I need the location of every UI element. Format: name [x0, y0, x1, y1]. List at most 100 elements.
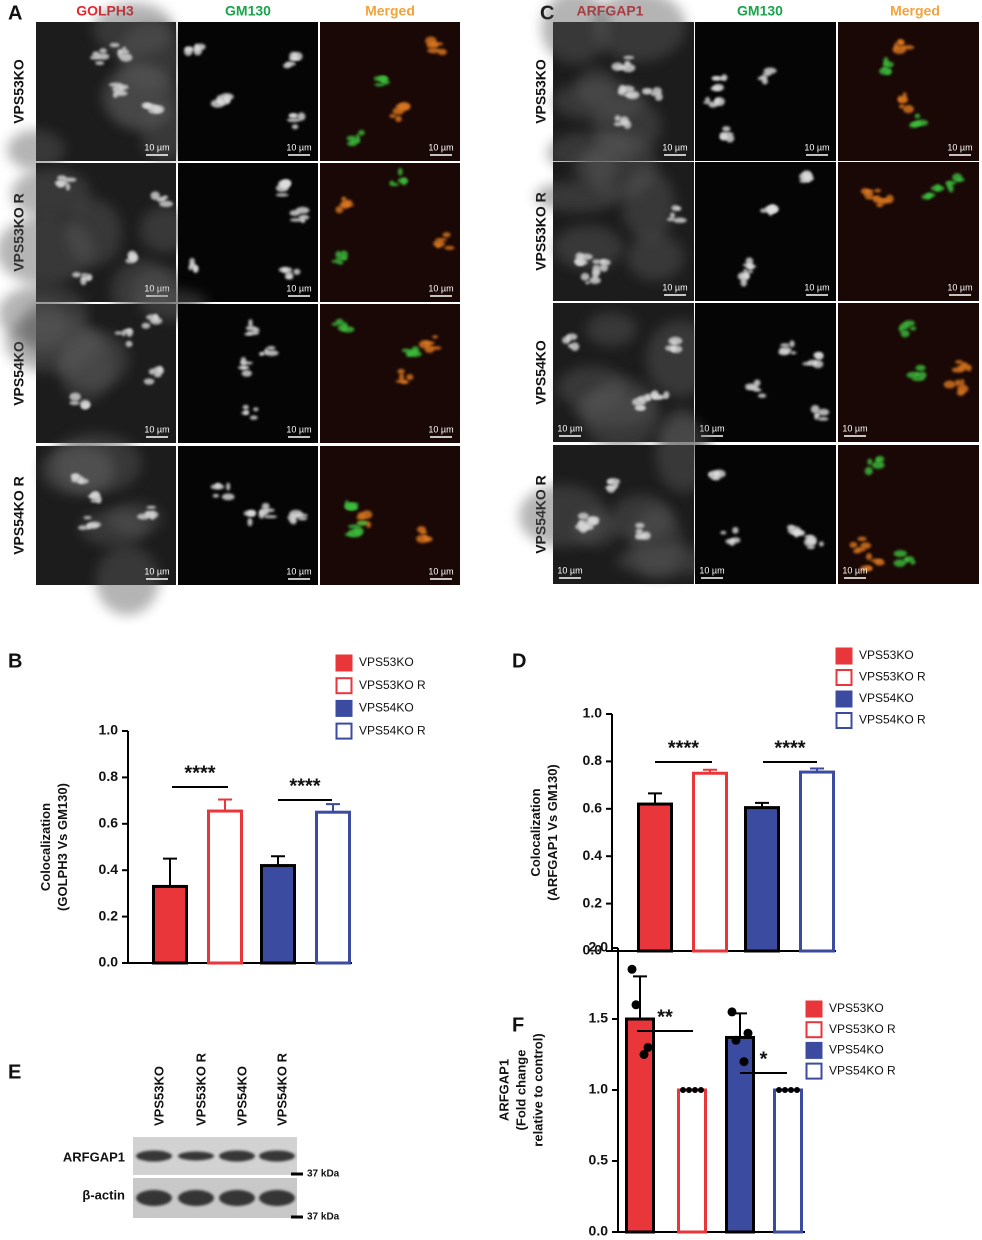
golgi — [146, 505, 157, 510]
error-bar — [163, 857, 177, 887]
golgi — [435, 237, 448, 242]
significance-label: **** — [184, 762, 215, 784]
golgi — [849, 541, 858, 548]
golgi — [427, 47, 441, 54]
golgi — [258, 510, 265, 519]
cell-texture — [622, 169, 676, 242]
scale-bar-label: 10 µm — [428, 142, 453, 152]
cell-texture — [838, 162, 979, 301]
panel-letter: D — [512, 650, 526, 672]
micrograph: 10 µm — [178, 22, 318, 161]
golgi — [814, 352, 824, 361]
golgi — [566, 333, 578, 341]
golgi — [900, 329, 910, 338]
cell-texture — [141, 106, 189, 163]
golgi — [871, 461, 885, 469]
y-tick-label: 0.8 — [99, 768, 119, 784]
golgi — [281, 179, 292, 187]
golgi — [108, 82, 123, 87]
golgi — [866, 553, 873, 561]
golgi — [589, 276, 601, 285]
micrograph-bg — [695, 162, 836, 301]
golgi — [725, 538, 734, 544]
golgi — [720, 134, 728, 140]
legend-label: VPS54KO R — [829, 1063, 896, 1077]
golgi — [632, 397, 646, 407]
golgi — [966, 364, 972, 372]
bar — [692, 771, 728, 953]
golgi — [732, 526, 739, 534]
golgi — [289, 517, 297, 525]
golgi — [195, 43, 206, 51]
scale-bar-label: 10 µm — [947, 282, 972, 292]
golgi — [921, 194, 931, 200]
y-axis-label: Colocalization — [528, 788, 543, 876]
scale-bar-label: 10 µm — [947, 142, 972, 152]
micrograph: 10 µm — [695, 22, 836, 161]
micrograph: 10 µm — [0, 163, 198, 324]
golgi — [141, 322, 151, 329]
y-axis-label: (GOLPH3 Vs GM130) — [55, 783, 70, 911]
golgi — [753, 388, 762, 392]
golgi — [577, 512, 589, 520]
golgi — [815, 412, 820, 418]
bar — [677, 1088, 707, 1234]
legend-swatch — [805, 1041, 823, 1059]
golgi — [148, 368, 155, 375]
golgi — [344, 500, 350, 507]
row-label: VPS54KO — [533, 340, 549, 405]
panel-letter: B — [8, 650, 22, 672]
golgi — [591, 269, 601, 277]
golgi — [210, 484, 225, 490]
golgi — [221, 493, 235, 501]
micrograph: 10 µm — [535, 132, 694, 301]
golgi — [247, 517, 253, 527]
golgi — [714, 97, 721, 105]
golgi — [399, 373, 405, 382]
y-tick-label: 0.4 — [99, 861, 119, 877]
golgi — [54, 179, 68, 187]
cell-texture — [582, 378, 661, 451]
golgi — [874, 188, 882, 193]
golgi — [153, 372, 162, 378]
golgi — [806, 545, 815, 550]
golgi — [114, 331, 123, 335]
micrograph-bg — [320, 163, 460, 302]
cell-texture — [586, 312, 637, 346]
golgi — [109, 42, 120, 48]
row-label: VPS53KO — [533, 59, 549, 124]
golgi — [80, 273, 89, 277]
golgi — [278, 266, 293, 273]
y-axis-label: relative to control) — [530, 1033, 545, 1146]
legend-swatch — [835, 712, 853, 729]
golgi — [346, 135, 357, 142]
golgi — [745, 257, 754, 266]
cell-texture — [93, 2, 175, 57]
golgi — [897, 40, 905, 46]
y-tick-label: 0.4 — [583, 847, 603, 863]
scale-bar-label: 10 µm — [842, 565, 867, 575]
golgi — [580, 272, 590, 281]
golgi — [189, 257, 195, 267]
column-header: GM130 — [737, 3, 783, 19]
golgi — [897, 95, 904, 103]
golgi — [791, 530, 804, 535]
golgi — [289, 51, 298, 61]
data-point — [788, 1087, 794, 1093]
legend-swatch — [835, 647, 853, 665]
bar — [725, 1035, 755, 1234]
golgi — [670, 212, 675, 219]
legend-label: VPS53KO R — [359, 678, 426, 692]
golgi — [786, 524, 795, 530]
significance-label: **** — [289, 775, 320, 797]
marker-label: 37 kDa — [307, 1169, 340, 1180]
golgi — [951, 367, 965, 373]
golgi — [241, 411, 249, 415]
golgi — [579, 525, 588, 533]
legend-label: VPS53KO — [359, 655, 414, 669]
panel-letter: E — [8, 1061, 21, 1083]
golgi — [666, 217, 675, 222]
golgi — [731, 537, 741, 544]
blot-band — [219, 1150, 255, 1162]
error-bar — [326, 803, 340, 813]
